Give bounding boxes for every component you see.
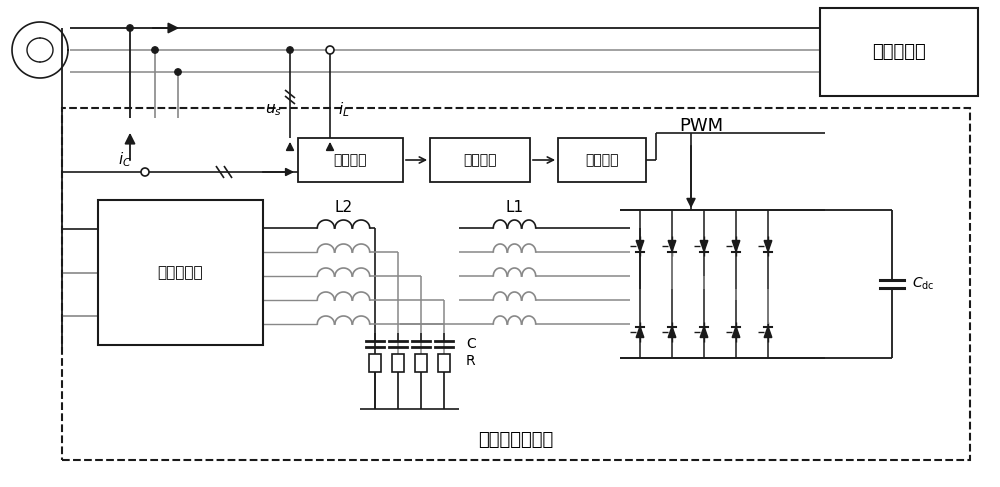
Text: L2: L2 [334, 201, 353, 216]
Text: 非线性负载: 非线性负载 [872, 43, 926, 61]
Polygon shape [700, 326, 708, 337]
Polygon shape [764, 241, 772, 251]
Circle shape [127, 25, 133, 31]
Text: 检测单元: 检测单元 [334, 153, 367, 167]
Circle shape [326, 46, 334, 54]
Text: $u_s$: $u_s$ [265, 102, 282, 118]
Bar [438, 354, 450, 372]
Bar [820, 8, 978, 96]
Circle shape [175, 69, 181, 75]
Bar [298, 138, 403, 182]
Polygon shape [764, 326, 772, 337]
Polygon shape [668, 326, 676, 337]
Bar [98, 200, 263, 345]
Text: $i_L$: $i_L$ [338, 101, 350, 119]
Text: R: R [466, 354, 476, 368]
Circle shape [141, 168, 149, 176]
Bar [430, 138, 530, 182]
Polygon shape [700, 241, 708, 251]
Text: 驱动单元: 驱动单元 [585, 153, 619, 167]
Circle shape [287, 47, 293, 53]
Bar [558, 138, 646, 182]
Bar [369, 354, 381, 372]
Polygon shape [636, 241, 644, 251]
Polygon shape [732, 241, 740, 251]
Text: 有源电力滤波器: 有源电力滤波器 [478, 431, 554, 449]
Bar [415, 354, 427, 372]
Text: $C_{\rm dc}$: $C_{\rm dc}$ [912, 276, 935, 292]
Polygon shape [732, 326, 740, 337]
Text: 控制单元: 控制单元 [463, 153, 497, 167]
Polygon shape [636, 326, 644, 337]
Bar [62, 108, 970, 460]
Text: 多相变压器: 多相变压器 [158, 265, 203, 280]
Text: L1: L1 [505, 201, 524, 216]
Text: C: C [466, 337, 476, 351]
Circle shape [152, 47, 158, 53]
Text: PWM: PWM [679, 117, 723, 135]
Bar [392, 354, 404, 372]
Text: $i_C$: $i_C$ [118, 150, 132, 169]
Polygon shape [668, 241, 676, 251]
